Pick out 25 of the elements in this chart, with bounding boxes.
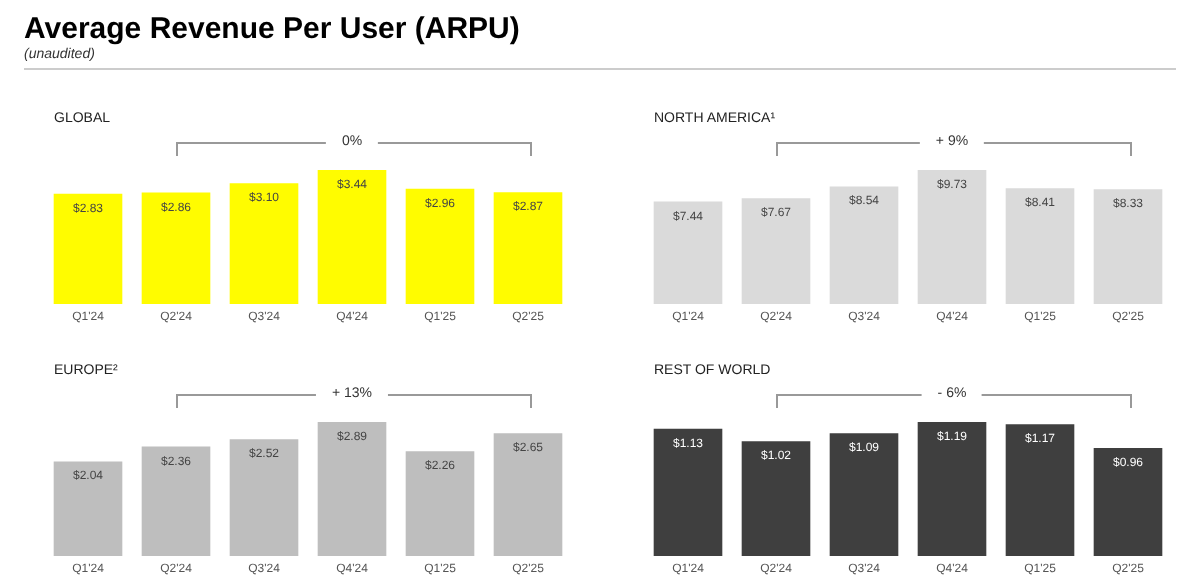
bar: [317, 170, 387, 304]
bar: [829, 186, 899, 304]
bar: [917, 170, 987, 304]
bar: [141, 192, 211, 304]
bar: [317, 422, 387, 556]
bar: [917, 422, 987, 556]
bar: [405, 451, 475, 556]
bar: [1005, 188, 1075, 304]
bar: [229, 183, 299, 304]
bar: [741, 198, 811, 304]
bar: [229, 439, 299, 556]
bar: [653, 201, 723, 304]
bar: [493, 192, 563, 304]
bar: [1093, 447, 1163, 556]
bar: [653, 428, 723, 556]
bar: [141, 446, 211, 556]
bar: [53, 193, 123, 304]
bar: [829, 433, 899, 556]
bar: [493, 433, 563, 556]
text: Average Revenue Per User (ARPU): [24, 12, 520, 46]
bar: [405, 188, 475, 304]
bar: [1093, 189, 1163, 304]
bar: [53, 461, 123, 556]
bar: [741, 441, 811, 556]
bar: [1005, 424, 1075, 556]
